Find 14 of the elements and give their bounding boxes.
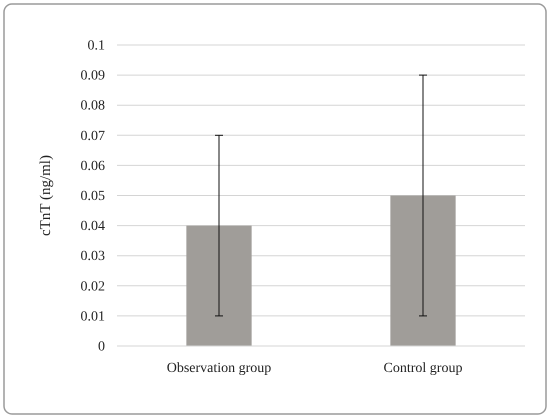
x-tick-label: Control group [384, 360, 462, 376]
y-tick-label: 0.01 [80, 309, 105, 324]
y-tick-label: 0.03 [80, 249, 105, 264]
x-tick-label: Observation group [166, 360, 272, 376]
y-tick-label: 0.05 [80, 188, 105, 204]
y-tick-label: 0.1 [88, 38, 105, 54]
y-tick-label: 0.04 [80, 219, 105, 234]
y-axis-title: cTnT (ng/ml) [38, 155, 54, 236]
y-tick-label: 0.07 [80, 128, 105, 144]
y-tick-label: 0 [98, 339, 105, 354]
y-tick-label: 0.09 [80, 68, 105, 84]
y-tick-label: 0.06 [80, 158, 105, 174]
y-tick-label: 0.08 [80, 98, 105, 114]
y-tick-label: 0.02 [80, 279, 105, 294]
